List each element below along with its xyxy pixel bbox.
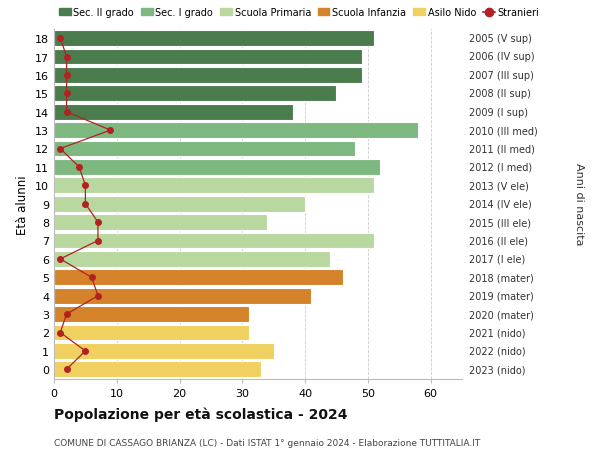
Text: 2015 (III ele): 2015 (III ele) xyxy=(469,218,530,228)
Bar xyxy=(54,270,343,285)
Point xyxy=(62,366,71,373)
Point xyxy=(55,329,65,336)
Y-axis label: Età alunni: Età alunni xyxy=(16,174,29,234)
Point xyxy=(80,347,90,355)
Text: 2013 (V ele): 2013 (V ele) xyxy=(469,181,529,191)
Bar xyxy=(54,325,248,341)
Bar xyxy=(54,252,330,267)
Bar xyxy=(54,307,248,322)
Point xyxy=(93,219,103,226)
Text: 2009 (I sup): 2009 (I sup) xyxy=(469,107,527,118)
Text: 2011 (II med): 2011 (II med) xyxy=(469,144,535,154)
Text: 2006 (IV sup): 2006 (IV sup) xyxy=(469,52,534,62)
Text: 2016 (II ele): 2016 (II ele) xyxy=(469,236,527,246)
Text: 2007 (III sup): 2007 (III sup) xyxy=(469,71,533,81)
Bar xyxy=(54,160,380,175)
Text: 2023 (nido): 2023 (nido) xyxy=(469,364,525,375)
Text: 2022 (nido): 2022 (nido) xyxy=(469,346,525,356)
Bar xyxy=(54,196,305,212)
Text: 2010 (III med): 2010 (III med) xyxy=(469,126,538,136)
Bar xyxy=(54,343,274,359)
Point xyxy=(93,292,103,300)
Point xyxy=(55,146,65,153)
Point xyxy=(80,201,90,208)
Point xyxy=(62,54,71,61)
Point xyxy=(62,72,71,79)
Point xyxy=(62,311,71,318)
Text: 2021 (nido): 2021 (nido) xyxy=(469,328,525,338)
Point xyxy=(55,35,65,43)
Point xyxy=(93,237,103,245)
Text: 2019 (mater): 2019 (mater) xyxy=(469,291,533,301)
Text: 2017 (I ele): 2017 (I ele) xyxy=(469,254,525,264)
Bar xyxy=(54,215,268,230)
Bar xyxy=(54,31,374,47)
Text: 2014 (IV ele): 2014 (IV ele) xyxy=(469,199,532,209)
Text: 2008 (II sup): 2008 (II sup) xyxy=(469,89,530,99)
Point xyxy=(62,109,71,116)
Text: COMUNE DI CASSAGO BRIANZA (LC) - Dati ISTAT 1° gennaio 2024 - Elaborazione TUTTI: COMUNE DI CASSAGO BRIANZA (LC) - Dati IS… xyxy=(54,438,480,448)
Bar xyxy=(54,288,311,304)
Point xyxy=(80,182,90,190)
Bar xyxy=(54,178,374,194)
Bar xyxy=(54,233,374,249)
Text: Popolazione per età scolastica - 2024: Popolazione per età scolastica - 2024 xyxy=(54,406,347,421)
Legend: Sec. II grado, Sec. I grado, Scuola Primaria, Scuola Infanzia, Asilo Nido, Stran: Sec. II grado, Sec. I grado, Scuola Prim… xyxy=(59,8,539,18)
Bar xyxy=(54,123,418,139)
Bar xyxy=(54,50,362,65)
Text: Anni di nascita: Anni di nascita xyxy=(574,163,584,246)
Bar xyxy=(54,362,261,377)
Point xyxy=(74,164,84,171)
Point xyxy=(62,90,71,98)
Point xyxy=(87,274,97,281)
Text: 2012 (I med): 2012 (I med) xyxy=(469,162,532,173)
Text: 2005 (V sup): 2005 (V sup) xyxy=(469,34,532,44)
Bar xyxy=(54,68,362,84)
Bar xyxy=(54,86,337,102)
Point xyxy=(106,127,115,134)
Bar xyxy=(54,141,355,157)
Point xyxy=(55,256,65,263)
Bar xyxy=(54,105,293,120)
Text: 2018 (mater): 2018 (mater) xyxy=(469,273,533,283)
Text: 2020 (mater): 2020 (mater) xyxy=(469,309,533,319)
